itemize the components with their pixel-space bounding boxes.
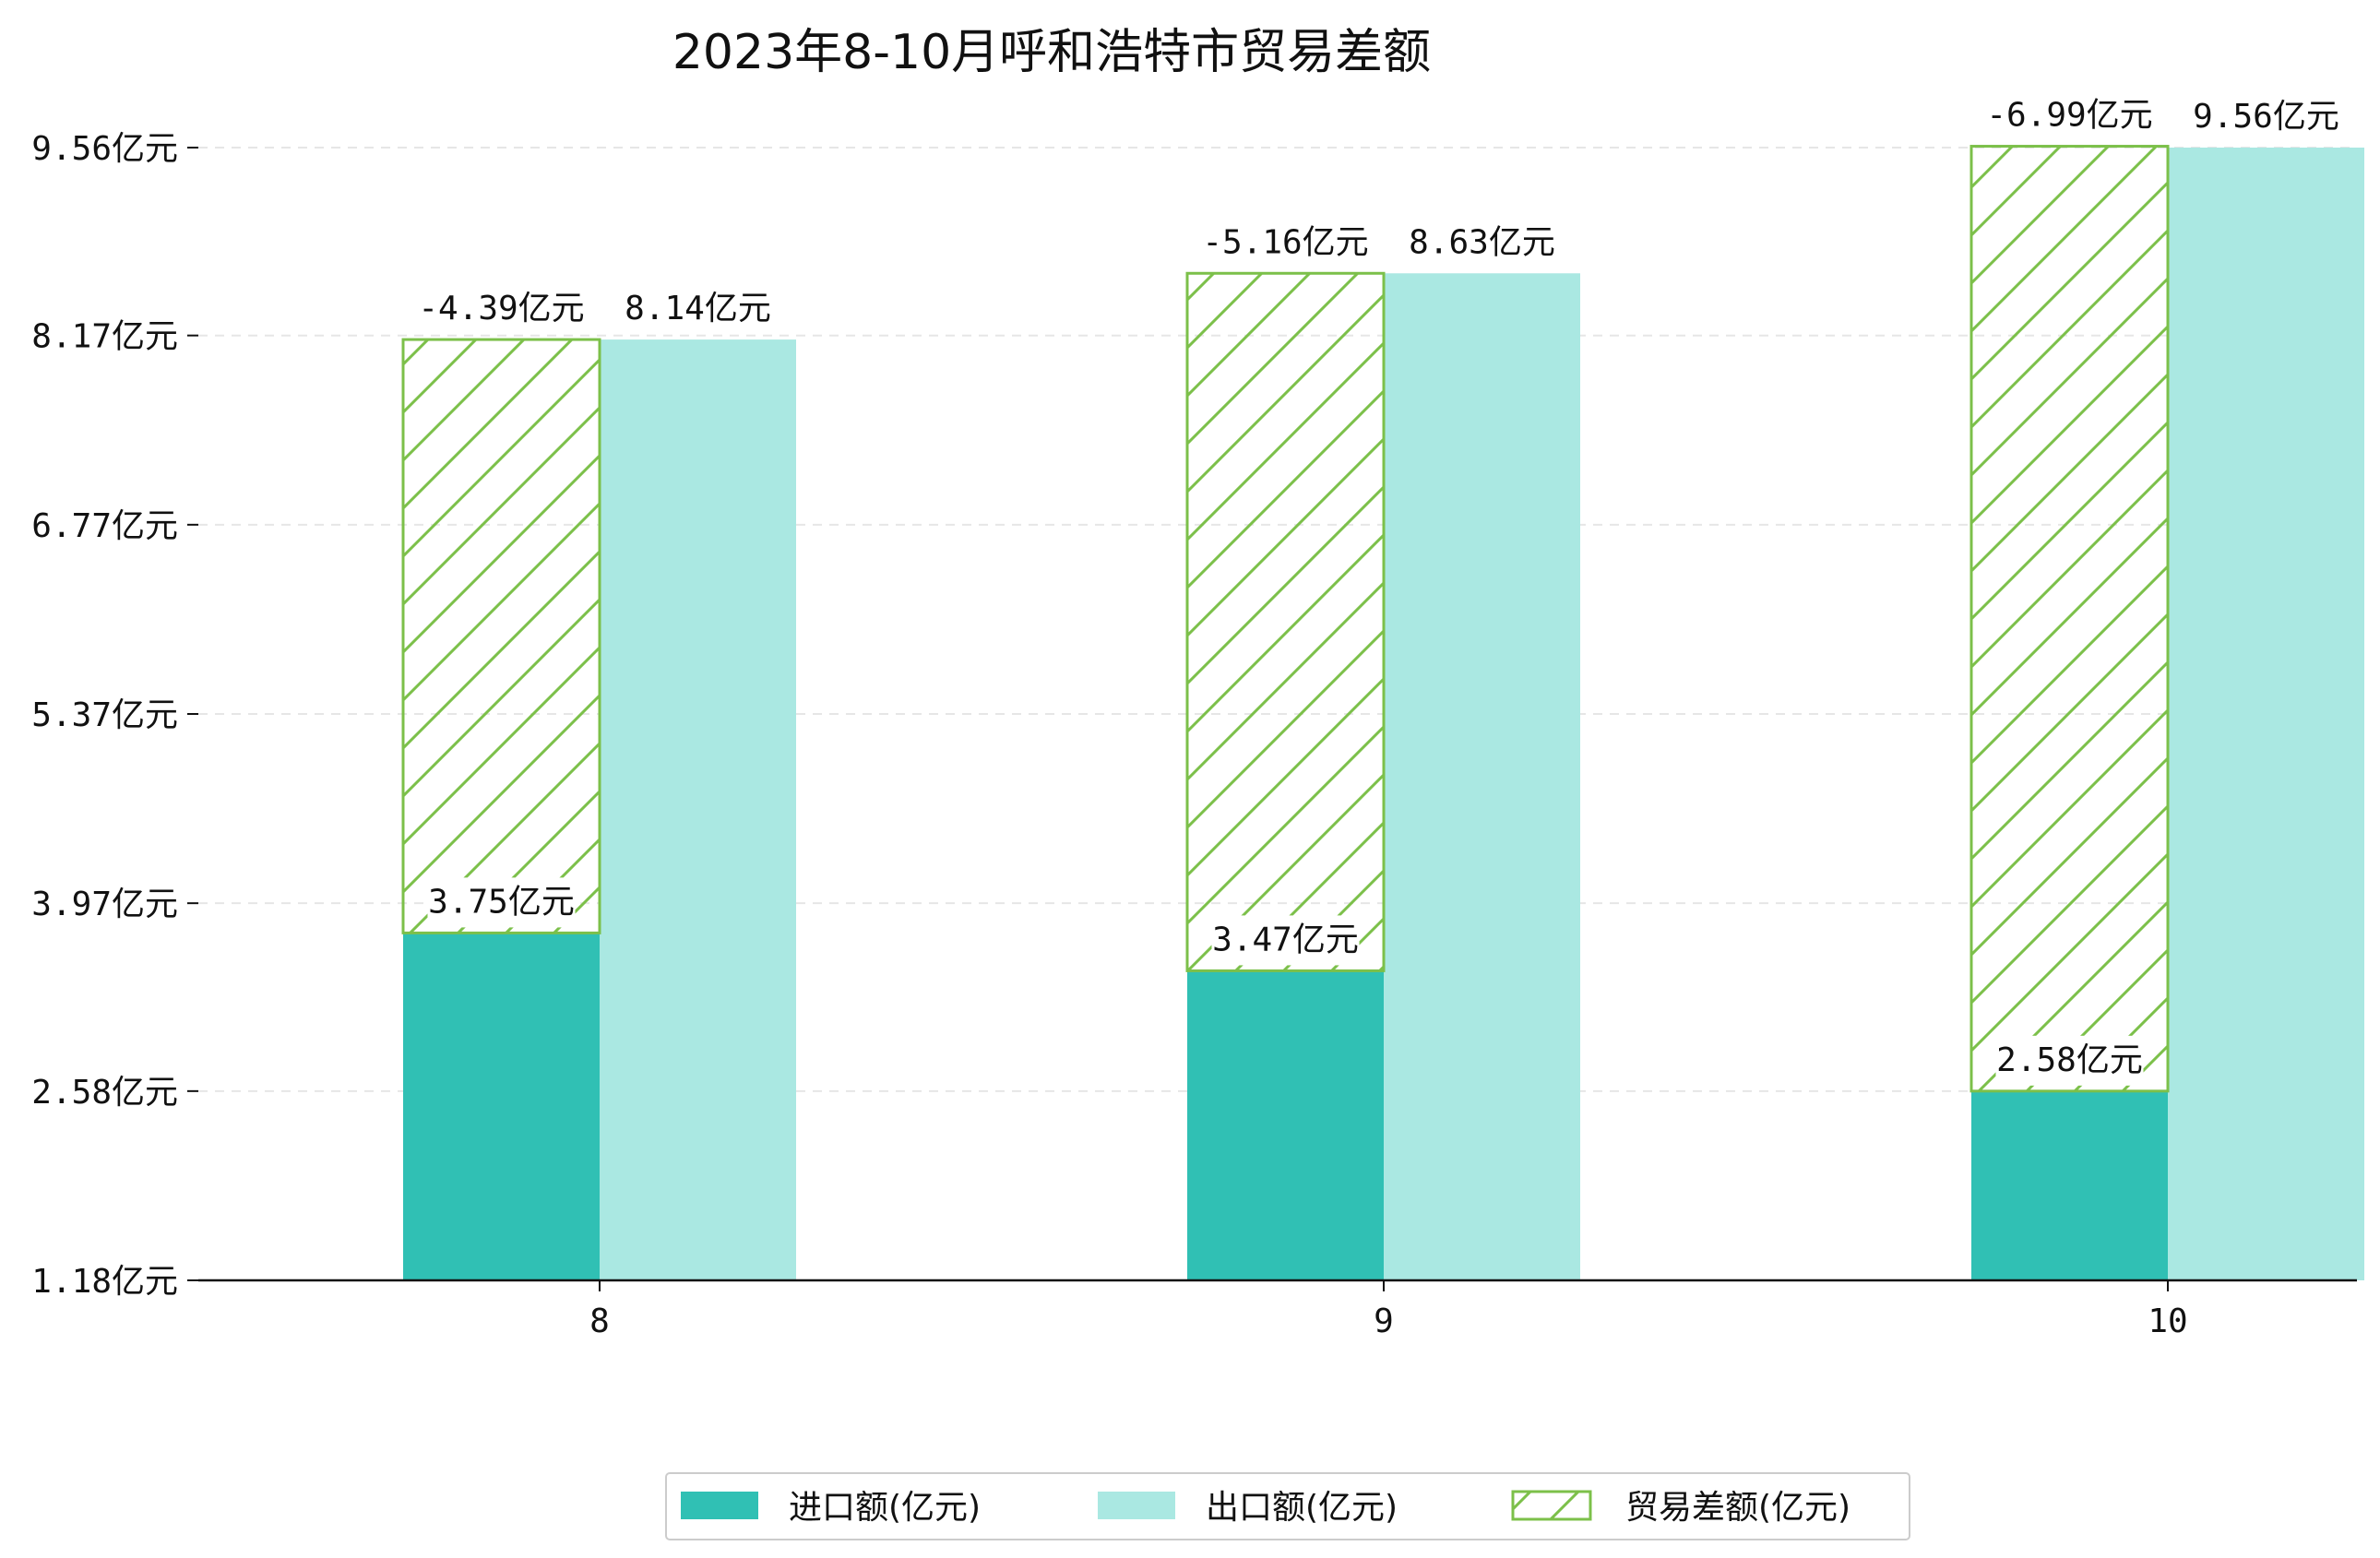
y-tick-label: 1.18亿元 (31, 1263, 178, 1301)
bar-export (1384, 273, 1580, 1280)
axis-layer: 1.18亿元 2.58亿元 3.97亿元 5.37亿元 6.77亿元 8.17亿元 9.56… (31, 130, 2357, 1340)
data-label-import-box (1211, 915, 1360, 966)
data-label-export-box (1408, 218, 1556, 268)
data-label-import-box (427, 877, 576, 928)
bar-import (1971, 1090, 2168, 1280)
y-tick-label: 6.77亿元 (31, 507, 178, 545)
legend-frame (665, 1472, 1910, 1540)
data-label-import-box (1995, 1035, 2144, 1086)
bar-import (1187, 970, 1384, 1280)
data-label-balance: -4.39亿元 (418, 290, 584, 327)
bar-export (600, 339, 796, 1280)
data-label-export-box (624, 284, 772, 335)
legend-balance-swatch (1511, 1490, 1592, 1521)
data-label-export: 9.56亿元 (2193, 98, 2339, 136)
x-tick-label: 8 (589, 1302, 610, 1340)
data-label-import: 3.75亿元 (428, 883, 575, 921)
data-label-balance: -5.16亿元 (1202, 223, 1368, 261)
data-label-export: 8.63亿元 (1409, 223, 1555, 261)
bar-balance (1969, 145, 2170, 1093)
data-label-import: 3.47亿元 (1212, 921, 1359, 958)
bars-layer (401, 145, 2364, 1280)
y-tick-label: 2.58亿元 (31, 1074, 178, 1112)
x-tick-label: 9 (1374, 1302, 1394, 1340)
bar-import (403, 933, 600, 1280)
data-label-balance-box (1985, 90, 2154, 141)
data-label-import: 2.58亿元 (1996, 1041, 2143, 1079)
y-tick-label: 9.56亿元 (31, 130, 178, 168)
data-label-balance-box (417, 284, 586, 335)
legend-export-swatch (1098, 1492, 1175, 1519)
legend: 进口额(亿元) 出口额(亿元) 贸易差额(亿元) (665, 1472, 1910, 1540)
data-label-balance-box (1201, 218, 1370, 268)
x-tick-label: 10 (2148, 1302, 2187, 1340)
data-label-export-box (2192, 92, 2340, 142)
data-label-export: 8.14亿元 (625, 290, 771, 327)
legend-balance-label: 贸易差额(亿元) (1625, 1489, 1850, 1527)
legend-import-label: 进口额(亿元) (789, 1489, 981, 1527)
bar-export (2168, 148, 2364, 1280)
bar-balance (401, 338, 601, 934)
chart-title: 2023年8-10月呼和浩特市贸易差额 (672, 25, 1431, 80)
y-tick-label: 5.37亿元 (31, 696, 178, 734)
legend-export-label: 出口额(亿元) (1206, 1489, 1398, 1527)
y-tick-label: 8.17亿元 (31, 318, 178, 356)
labels-layer: 3.75亿元 8.14亿元 -4.39亿元 3.47亿元 8.63亿元 -5.16亿元 2.… (417, 90, 2340, 1086)
y-tick-label: 3.97亿元 (31, 886, 178, 923)
bar-balance (1185, 271, 1386, 972)
legend-import-swatch (681, 1492, 758, 1519)
data-label-balance: -6.99亿元 (1986, 97, 2152, 135)
